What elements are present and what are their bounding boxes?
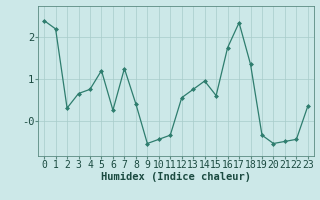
- X-axis label: Humidex (Indice chaleur): Humidex (Indice chaleur): [101, 172, 251, 182]
